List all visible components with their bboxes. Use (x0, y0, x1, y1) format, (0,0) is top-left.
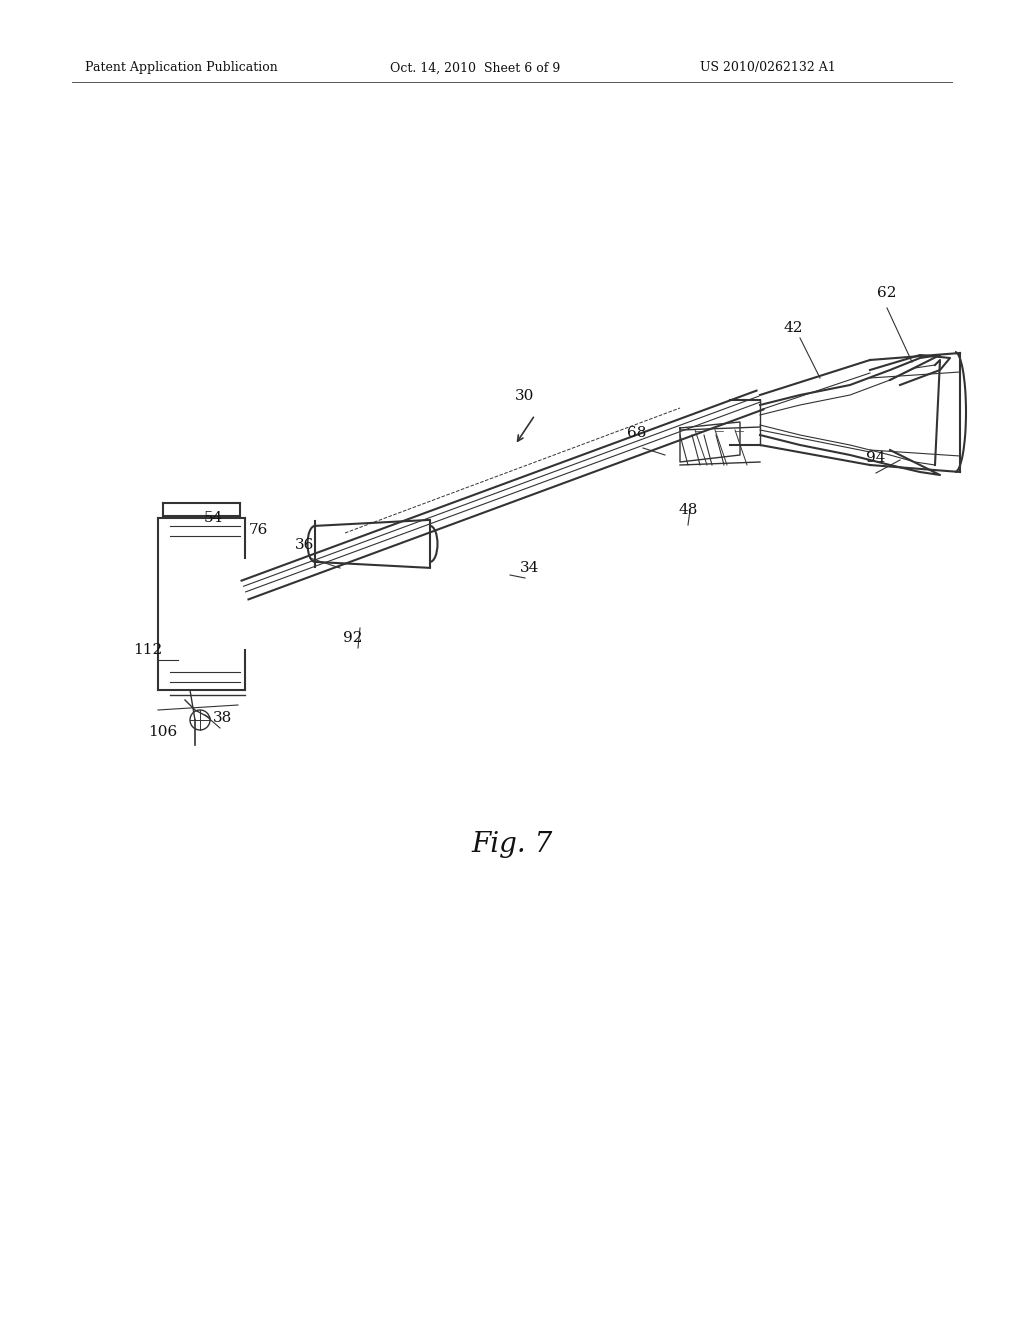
Text: 36: 36 (295, 539, 314, 552)
Text: 30: 30 (515, 389, 535, 403)
Text: 76: 76 (248, 523, 267, 537)
Text: 68: 68 (628, 426, 647, 440)
Text: Patent Application Publication: Patent Application Publication (85, 62, 278, 74)
Text: US 2010/0262132 A1: US 2010/0262132 A1 (700, 62, 836, 74)
Text: Fig. 7: Fig. 7 (471, 832, 553, 858)
Text: 54: 54 (204, 511, 222, 525)
Text: 42: 42 (783, 321, 803, 335)
Text: 106: 106 (148, 725, 177, 739)
Text: 34: 34 (520, 561, 540, 576)
Text: 48: 48 (678, 503, 697, 517)
Text: 38: 38 (213, 711, 232, 725)
Text: 94: 94 (866, 451, 886, 465)
Text: 62: 62 (878, 286, 897, 300)
Text: 112: 112 (133, 643, 163, 657)
Text: 92: 92 (343, 631, 362, 645)
Text: Oct. 14, 2010  Sheet 6 of 9: Oct. 14, 2010 Sheet 6 of 9 (390, 62, 560, 74)
